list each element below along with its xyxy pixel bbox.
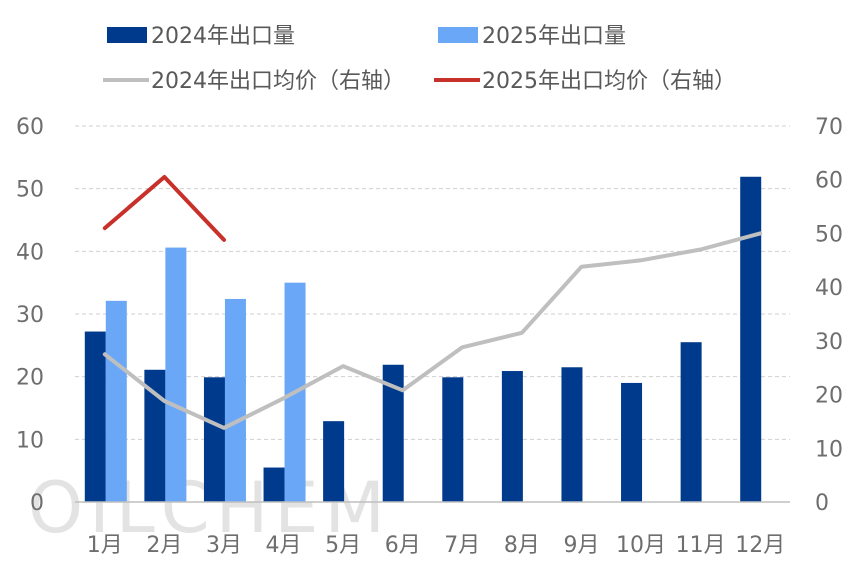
line-series-2025-price [102,175,226,242]
y-right-tick-label: 20 [815,384,843,409]
x-tick-label: 2月 [146,533,182,558]
legend-label: 2024年出口均价（右轴） [151,69,405,94]
y-left-tick-label: 0 [30,491,44,516]
bar-2024-9 [561,367,583,502]
bar-2024-10 [621,382,643,502]
y-left-tick-label: 50 [16,178,44,203]
x-tick-label: 9月 [563,533,599,558]
bar-2024-2 [144,369,166,502]
bar-2024-7 [442,377,464,502]
legend-swatch [107,27,147,43]
bar-2024-11 [680,342,702,502]
y-left-tick-label: 10 [16,428,44,453]
legend-label: 2025年出口量 [482,24,626,49]
bar-2024-6 [382,364,404,502]
x-tick-label: 8月 [504,533,540,558]
y-right-tick-label: 50 [815,222,843,247]
y-left-tick-label: 20 [16,366,44,391]
legend-swatch [438,27,478,43]
y-right-tick-label: 40 [815,276,843,301]
bar-2024-1 [84,331,106,502]
x-tick-label: 4月 [266,533,302,558]
x-tick-label: 10月 [616,533,666,558]
y-left-tick-label: 30 [16,303,44,328]
x-tick-label: 11月 [676,533,726,558]
x-tick-label: 12月 [735,533,785,558]
x-tick-label: 3月 [206,533,242,558]
y-right-tick-label: 0 [815,491,829,516]
y-right-tick-label: 60 [815,169,843,194]
x-tick-label: 7月 [444,533,480,558]
bar-2024-5 [323,421,345,502]
bar-2024-8 [501,371,523,502]
y-right-tick-label: 70 [815,115,843,140]
bar-2025-1 [105,300,127,502]
y-left-tick-label: 40 [16,240,44,265]
bar-2025-2 [165,247,187,502]
bar-2025-3 [224,298,246,502]
y-right-tick-label: 30 [815,330,843,355]
y-right-tick-label: 10 [815,437,843,462]
bar-2024-3 [203,377,225,502]
x-tick-label: 6月 [385,533,421,558]
legend-label: 2024年出口量 [151,24,295,49]
x-tick-label: 1月 [87,533,123,558]
bar-2024-4 [263,467,285,502]
legend-label: 2025年出口均价（右轴） [482,69,736,94]
x-tick-label: 5月 [325,533,361,558]
y-left-tick-label: 60 [16,115,44,140]
bar-2024-12 [740,176,762,502]
line-series-2024-price [102,231,763,430]
